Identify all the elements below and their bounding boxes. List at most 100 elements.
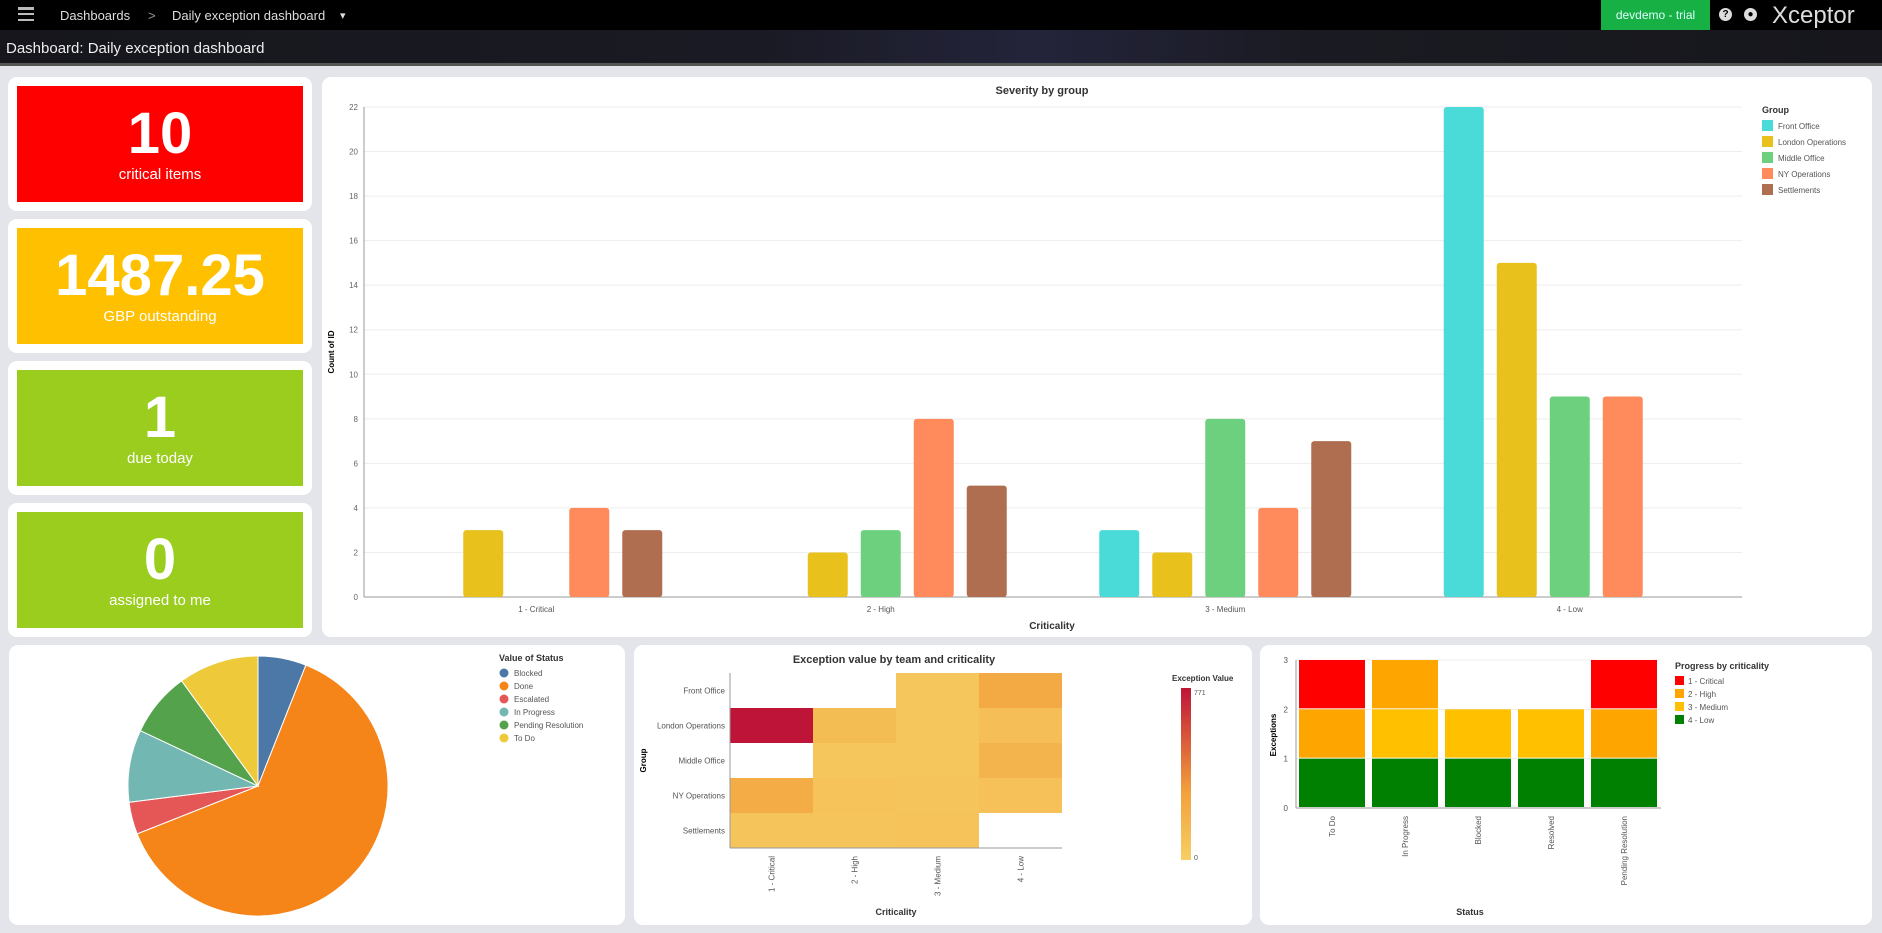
x-tick-label: Pending Resolution xyxy=(1620,816,1629,885)
pie-slice xyxy=(180,655,259,788)
y-axis-title: Exceptions xyxy=(1269,713,1278,756)
bar xyxy=(913,418,954,597)
y-tick-label: 22 xyxy=(349,103,358,112)
kpi-value: 1487.25 xyxy=(55,243,265,308)
stacked-bar-segment xyxy=(1518,758,1584,807)
x-tick-label: Blocked xyxy=(1474,816,1483,844)
legend-swatch xyxy=(499,720,509,730)
bar xyxy=(1496,262,1537,597)
heatmap-cell xyxy=(813,813,896,848)
help-icon[interactable]: ? xyxy=(1719,8,1732,21)
y-axis-title: Group xyxy=(639,748,648,772)
legend-swatch xyxy=(1675,715,1684,724)
progress-stacked-chart: 0 1 2 3 To Do In Progress Blocked Resolved Pendi… xyxy=(1269,656,1769,917)
legend-label: Settlements xyxy=(1778,186,1820,195)
bar xyxy=(1258,507,1299,597)
page-title: Dashboard: Daily exception dashboard xyxy=(6,40,265,57)
x-tick-label: In Progress xyxy=(1401,816,1410,857)
bar xyxy=(966,485,1007,597)
heatmap-cell xyxy=(730,778,813,813)
kpi-tile: 0 assigned to me xyxy=(17,512,303,628)
y-tick-label: 1 xyxy=(1284,755,1289,764)
heatmap-cell xyxy=(813,778,896,813)
x-tick-label: 2 - High xyxy=(867,605,895,614)
kpi-label: critical items xyxy=(118,166,202,183)
legend-swatch xyxy=(1675,676,1684,685)
kpi-card[interactable]: 1487.25 GBP outstanding xyxy=(8,219,312,353)
legend-label: Pending Resolution xyxy=(514,721,583,730)
brand-logo: Xceptor xyxy=(1772,2,1855,29)
legend-swatch xyxy=(1762,168,1773,179)
legend-label: Done xyxy=(514,682,534,691)
stacked-bar-segment xyxy=(1445,758,1511,807)
legend-label: In Progress xyxy=(514,708,555,717)
kpi-tile: 10 critical items xyxy=(17,86,303,202)
kpi-label: GBP outstanding xyxy=(103,308,217,325)
legend-swatch xyxy=(499,681,509,691)
kpi-tile: 1487.25 GBP outstanding xyxy=(17,228,303,344)
legend-label: London Operations xyxy=(1778,138,1846,147)
pie-slice xyxy=(136,664,389,917)
legend-title: Value of Status xyxy=(499,653,564,663)
bar xyxy=(1099,530,1140,597)
progress-by-criticality-panel: 0 1 2 3 To Do In Progress Blocked Resolved Pendi… xyxy=(1260,645,1872,925)
bar xyxy=(1443,107,1484,597)
stacked-bar-segment xyxy=(1299,758,1365,807)
heatmap-cell xyxy=(979,673,1062,708)
x-tick-label: 1 - Critical xyxy=(768,856,777,892)
top-bar: Dashboards > Daily exception dashboard ▾… xyxy=(0,0,1882,30)
hamburger-menu-icon[interactable] xyxy=(18,7,34,21)
stacked-bar-segment xyxy=(1299,709,1365,758)
heatmap-cell xyxy=(730,708,813,743)
stacked-bar-segment xyxy=(1299,660,1365,709)
breadcrumb-current-dashboard[interactable]: Daily exception dashboard xyxy=(172,8,326,23)
bar xyxy=(807,552,848,597)
legend-swatch xyxy=(1762,136,1773,147)
color-scale-min: 0 xyxy=(1194,855,1198,862)
chart-title: Exception value by team and criticality xyxy=(793,654,996,666)
color-scale-max: 771 xyxy=(1194,690,1206,697)
stacked-bar-segment xyxy=(1445,709,1511,758)
bar xyxy=(1152,552,1193,597)
dashboard-dropdown-icon[interactable]: ▾ xyxy=(340,10,346,22)
legend-swatch xyxy=(1675,689,1684,698)
severity-by-group-chart: Severity by group 0 2 4 6 8 10 12 14 16 18 20 22 Coun… xyxy=(327,85,1846,632)
user-icon[interactable]: ● xyxy=(1744,8,1757,21)
bar xyxy=(1602,396,1643,597)
legend-label: Blocked xyxy=(514,669,542,678)
kpi-value: 0 xyxy=(143,527,177,592)
y-tick-label: 16 xyxy=(349,237,358,246)
legend-label: To Do xyxy=(514,734,535,743)
y-tick-label: 8 xyxy=(354,415,359,424)
heatmap-cell xyxy=(896,743,979,778)
heatmap-cell xyxy=(813,673,896,708)
x-tick-label: 2 - High xyxy=(851,856,860,884)
legend-swatch xyxy=(1762,152,1773,163)
bar xyxy=(622,530,663,597)
kpi-card[interactable]: 1 due today xyxy=(8,361,312,495)
y-tick-label: 0 xyxy=(1284,804,1289,813)
kpi-value: 10 xyxy=(127,101,193,166)
x-axis-title: Criticality xyxy=(1029,621,1075,632)
y-tick-label: 0 xyxy=(354,593,359,602)
legend-title: Group xyxy=(1762,105,1789,115)
heatmap-cell xyxy=(896,778,979,813)
legend-label: Front Office xyxy=(1778,122,1820,131)
stacked-bar-segment xyxy=(1591,709,1657,758)
heatmap-cell xyxy=(896,708,979,743)
heatmap-cell xyxy=(813,743,896,778)
kpi-card[interactable]: 0 assigned to me xyxy=(8,503,312,637)
x-tick-label: 4 - Low xyxy=(1557,605,1583,614)
breadcrumb-dashboards[interactable]: Dashboards xyxy=(60,8,131,23)
legend-swatch xyxy=(1762,184,1773,195)
legend-swatch xyxy=(499,733,509,743)
heatmap-cell xyxy=(813,708,896,743)
legend-label: Middle Office xyxy=(1778,154,1825,163)
kpi-card[interactable]: 10 critical items xyxy=(8,77,312,211)
kpi-tile: 1 due today xyxy=(17,370,303,486)
legend-swatch xyxy=(1762,120,1773,131)
heatmap-cell xyxy=(896,673,979,708)
x-axis-title: Status xyxy=(1456,907,1484,917)
y-tick-label: Middle Office xyxy=(678,757,725,766)
legend-swatch xyxy=(1675,702,1684,711)
